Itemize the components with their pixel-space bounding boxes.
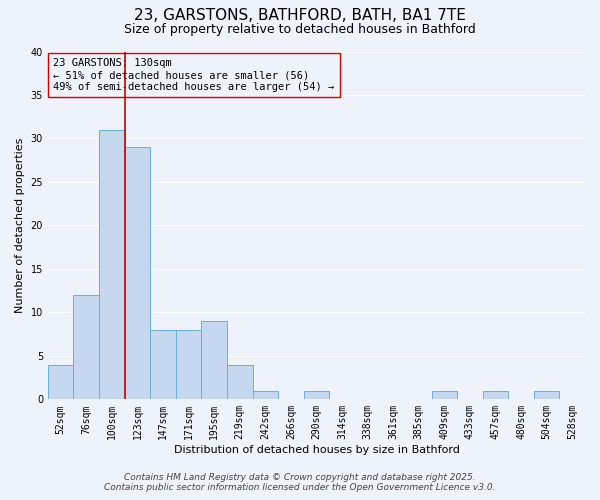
Bar: [125, 147, 150, 400]
X-axis label: Distribution of detached houses by size in Bathford: Distribution of detached houses by size …: [173, 445, 460, 455]
Bar: [482, 390, 508, 400]
Bar: [431, 390, 457, 400]
Bar: [99, 130, 125, 400]
Bar: [176, 330, 202, 400]
Bar: [304, 390, 329, 400]
Bar: [253, 390, 278, 400]
Bar: [227, 364, 253, 400]
Text: 23, GARSTONS, BATHFORD, BATH, BA1 7TE: 23, GARSTONS, BATHFORD, BATH, BA1 7TE: [134, 8, 466, 22]
Y-axis label: Number of detached properties: Number of detached properties: [15, 138, 25, 313]
Bar: [73, 295, 99, 400]
Bar: [534, 390, 559, 400]
Bar: [150, 330, 176, 400]
Text: 23 GARSTONS: 130sqm
← 51% of detached houses are smaller (56)
49% of semi-detach: 23 GARSTONS: 130sqm ← 51% of detached ho…: [53, 58, 335, 92]
Text: Contains HM Land Registry data © Crown copyright and database right 2025.
Contai: Contains HM Land Registry data © Crown c…: [104, 473, 496, 492]
Text: Size of property relative to detached houses in Bathford: Size of property relative to detached ho…: [124, 22, 476, 36]
Bar: [202, 321, 227, 400]
Bar: [48, 364, 73, 400]
